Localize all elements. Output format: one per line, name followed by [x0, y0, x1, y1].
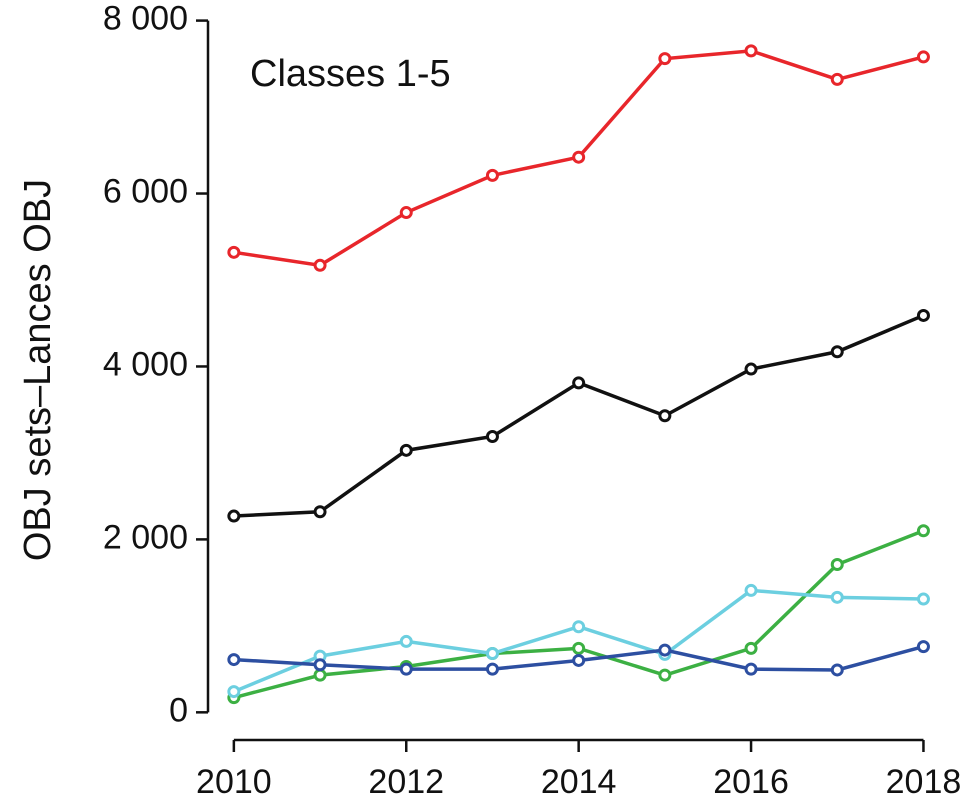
- x-tick-label: 2016: [713, 763, 789, 801]
- series-line: [233, 529, 925, 700]
- point: [485, 662, 499, 676]
- point: [572, 653, 586, 667]
- point: [830, 557, 844, 571]
- point: [744, 44, 758, 58]
- point: [227, 685, 241, 699]
- point: [916, 50, 930, 64]
- point: [830, 72, 844, 86]
- point: [572, 150, 586, 164]
- series-line: [233, 313, 925, 518]
- y-tick-label: 0: [169, 691, 188, 729]
- point: [485, 647, 499, 661]
- point: [313, 668, 327, 682]
- point: [399, 206, 413, 220]
- point: [227, 509, 241, 523]
- x-tick-label: 2010: [196, 763, 272, 801]
- y-tick-label: 4 000: [103, 345, 188, 383]
- point: [399, 634, 413, 648]
- series-line: [233, 588, 924, 694]
- point: [227, 653, 241, 667]
- point: [744, 583, 758, 597]
- y-tick-label: 6 000: [103, 173, 188, 211]
- point: [658, 52, 672, 66]
- x-tick-label: 2018: [886, 763, 962, 801]
- point: [830, 345, 844, 359]
- point: [658, 668, 672, 682]
- y-tick-label: 8 000: [103, 0, 188, 38]
- point: [485, 168, 499, 182]
- point: [313, 658, 327, 672]
- point: [830, 663, 844, 677]
- y-tick-label: 2 000: [103, 518, 188, 556]
- point: [572, 376, 586, 390]
- point: [313, 505, 327, 519]
- point: [916, 592, 930, 606]
- point: [485, 430, 499, 444]
- point: [744, 641, 758, 655]
- point: [313, 258, 327, 272]
- point: [572, 641, 586, 655]
- point: [658, 643, 672, 657]
- point: [399, 443, 413, 457]
- point: [572, 620, 586, 634]
- point: [916, 524, 930, 538]
- point: [830, 590, 844, 604]
- x-tick-label: 2014: [541, 763, 617, 801]
- x-tick-label: 2012: [368, 763, 444, 801]
- point: [744, 662, 758, 676]
- point: [916, 640, 930, 654]
- point: [916, 308, 930, 322]
- point: [658, 409, 672, 423]
- annotation: Classes 1-5: [250, 53, 451, 95]
- point: [744, 362, 758, 376]
- y-axis-label: OBJ sets–Lances OBJ: [17, 179, 59, 561]
- point: [227, 245, 241, 259]
- point: [399, 662, 413, 676]
